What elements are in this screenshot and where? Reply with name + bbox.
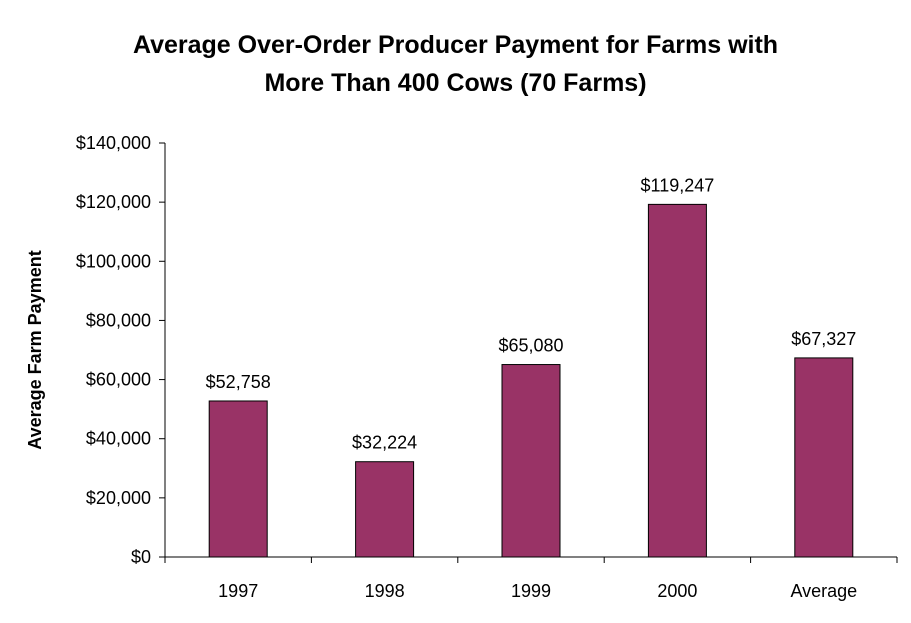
x-tick-label-1998: 1998 xyxy=(365,581,405,601)
data-label-1998: $32,224 xyxy=(352,433,417,453)
x-tick-label-average: Average xyxy=(790,581,857,601)
x-tick-label-2000: 2000 xyxy=(657,581,697,601)
y-axis-title: Average Farm Payment xyxy=(25,250,45,449)
x-tick-label-1999: 1999 xyxy=(511,581,551,601)
y-tick-label: $40,000 xyxy=(86,429,151,449)
y-tick-label: $60,000 xyxy=(86,370,151,390)
bar-1998 xyxy=(355,461,415,558)
x-tick-label-1997: 1997 xyxy=(218,581,258,601)
bar-1999 xyxy=(501,364,561,558)
chart-title: Average Over-Order Producer Payment for … xyxy=(0,26,911,102)
y-tick-label: $20,000 xyxy=(86,488,151,508)
y-tick-label: $140,000 xyxy=(76,133,151,153)
y-tick-label: $80,000 xyxy=(86,310,151,330)
bar-average xyxy=(794,357,854,558)
y-tick-label: $100,000 xyxy=(76,251,151,271)
bar-2000 xyxy=(647,203,707,558)
chart-title-line-1: Average Over-Order Producer Payment for … xyxy=(132,31,779,59)
data-label-average: $67,327 xyxy=(791,329,856,349)
y-tick-label: $120,000 xyxy=(76,192,151,212)
y-tick-label: $0 xyxy=(131,547,151,567)
chart-title-line-2: More Than 400 Cows (70 Farms) xyxy=(264,69,647,97)
data-label-1997: $52,758 xyxy=(206,372,271,392)
data-label-2000: $119,247 xyxy=(641,175,715,195)
data-label-1999: $65,080 xyxy=(498,336,563,356)
bar-1997 xyxy=(208,400,268,558)
